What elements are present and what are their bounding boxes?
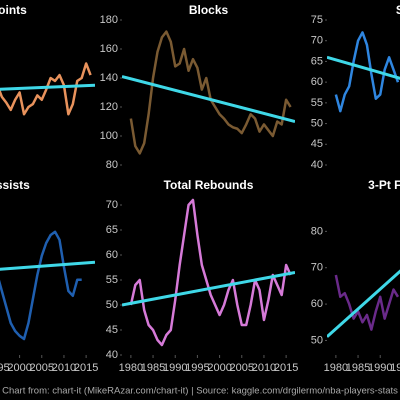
panel-title: 3-Pt Field Goals xyxy=(368,178,400,192)
panel: 3-Pt Field Goals 50 60 70 80 1980198519901995… xyxy=(311,178,400,374)
y-tick-label: 60 xyxy=(106,249,118,261)
trend-line xyxy=(0,83,95,91)
x-tick-label: 1995 xyxy=(185,362,209,374)
y-tick-label: 60 xyxy=(311,298,323,310)
y-tick-label: 180 xyxy=(100,14,118,26)
data-line xyxy=(334,31,400,113)
y-tick-label: 60 xyxy=(311,76,323,88)
y-tick-label: 70 xyxy=(311,262,323,274)
x-tick-label: 1995 xyxy=(0,362,10,374)
plot-area xyxy=(0,62,95,116)
y-tick-label: 70 xyxy=(311,35,323,47)
y-tick-label: 70 xyxy=(106,199,118,211)
y-tick-label: 65 xyxy=(311,55,323,67)
x-tick-label: 1985 xyxy=(141,362,165,374)
panel-title: Total Rebounds xyxy=(164,178,254,192)
x-tick-label: 2015 xyxy=(274,362,298,374)
panel: Steals 40 45 50 55 60 65 70 75 xyxy=(311,3,400,171)
y-tick-label: 55 xyxy=(311,97,323,109)
x-tick-label: 1995 xyxy=(390,362,400,374)
y-tick-label: 50 xyxy=(311,117,323,129)
x-tick-label: 1980 xyxy=(119,362,143,374)
y-tick-label: 120 xyxy=(100,101,118,113)
data-line xyxy=(0,230,82,341)
trend-line xyxy=(327,55,400,80)
y-tick-label: 80 xyxy=(106,159,118,171)
x-tick-label: 2000 xyxy=(207,362,231,374)
data-line xyxy=(129,198,292,347)
y-tick-label: 75 xyxy=(311,14,323,26)
panel-title: Blocks xyxy=(189,3,229,17)
data-line xyxy=(0,62,92,116)
x-tick-label: 2000 xyxy=(7,362,31,374)
panel: Points xyxy=(0,3,95,116)
x-tick-label: 1985 xyxy=(346,362,370,374)
y-tick-label: 80 xyxy=(311,225,323,237)
footer: Chart from: chart-it (MikeRAzar.com/char… xyxy=(2,386,398,397)
panel: Blocks 80 100 120 140 160 180 xyxy=(100,3,295,171)
panel-title: Points xyxy=(0,3,27,17)
panel-title: Assists xyxy=(0,178,30,192)
trend-line xyxy=(327,269,400,338)
data-line xyxy=(129,30,292,155)
x-tick-label: 2005 xyxy=(30,362,54,374)
y-tick-label: 45 xyxy=(106,324,118,336)
trend-line xyxy=(122,271,295,307)
y-tick-label: 40 xyxy=(311,159,323,171)
x-tick-label: 2010 xyxy=(252,362,276,374)
data-line xyxy=(334,274,400,331)
trend-line xyxy=(122,75,295,123)
plot-area xyxy=(122,198,295,347)
y-tick-label: 160 xyxy=(100,43,118,55)
x-tick-label: 1980 xyxy=(324,362,348,374)
x-tick-label: 1990 xyxy=(368,362,392,374)
x-tick-label: 1990 xyxy=(163,362,187,374)
y-tick-label: 50 xyxy=(106,299,118,311)
y-tick-label: 50 xyxy=(311,334,323,346)
y-tick-label: 55 xyxy=(106,274,118,286)
y-tick-label: 65 xyxy=(106,224,118,236)
y-tick-label: 45 xyxy=(311,138,323,150)
x-tick-label: 2015 xyxy=(74,362,98,374)
plot-area xyxy=(0,230,95,341)
y-tick-label: 100 xyxy=(100,130,118,142)
y-tick-label: 140 xyxy=(100,72,118,84)
panel: Assists19801985199019952000200520102015 xyxy=(0,178,98,374)
y-tick-label: 40 xyxy=(106,349,118,361)
x-tick-label: 2010 xyxy=(52,362,76,374)
trend-line xyxy=(0,260,95,271)
panel-title: Steals xyxy=(396,3,400,17)
plot-area xyxy=(122,30,295,155)
x-tick-label: 2005 xyxy=(230,362,254,374)
plot-area xyxy=(327,31,400,113)
panel: Total Rebounds 40 45 50 55 60 65 70 198019851990… xyxy=(106,178,299,374)
plot-area xyxy=(327,269,400,338)
